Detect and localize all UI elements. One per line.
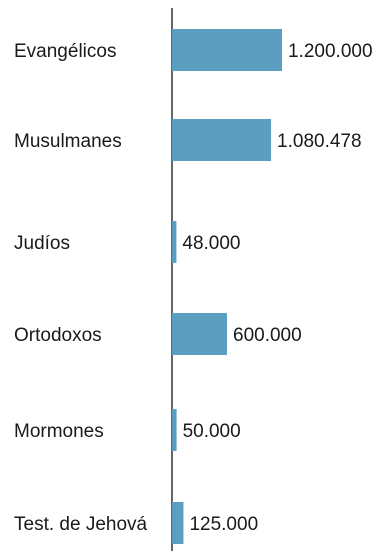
- value-label: 1.200.000: [288, 41, 373, 62]
- bar: [172, 502, 184, 544]
- category-label: Musulmanes: [14, 131, 122, 152]
- value-label: 600.000: [233, 325, 302, 346]
- value-label: 50.000: [183, 421, 241, 442]
- bar: [172, 409, 177, 451]
- value-label: 125.000: [189, 514, 258, 535]
- bars-layer: Evangélicos 1.200.000 Musulmanes 1.080.478 J…: [14, 29, 373, 544]
- category-label: Mormones: [14, 421, 104, 442]
- category-label: Judíos: [14, 233, 70, 254]
- bar: [172, 313, 227, 355]
- bar: [172, 221, 177, 263]
- category-label: Evangélicos: [14, 41, 116, 62]
- value-label: 48.000: [182, 233, 240, 254]
- value-label: 1.080.478: [277, 131, 362, 152]
- category-label: Test. de Jehová: [14, 514, 148, 535]
- category-label: Ortodoxos: [14, 325, 102, 346]
- bar: [172, 29, 282, 71]
- bar: [172, 119, 272, 161]
